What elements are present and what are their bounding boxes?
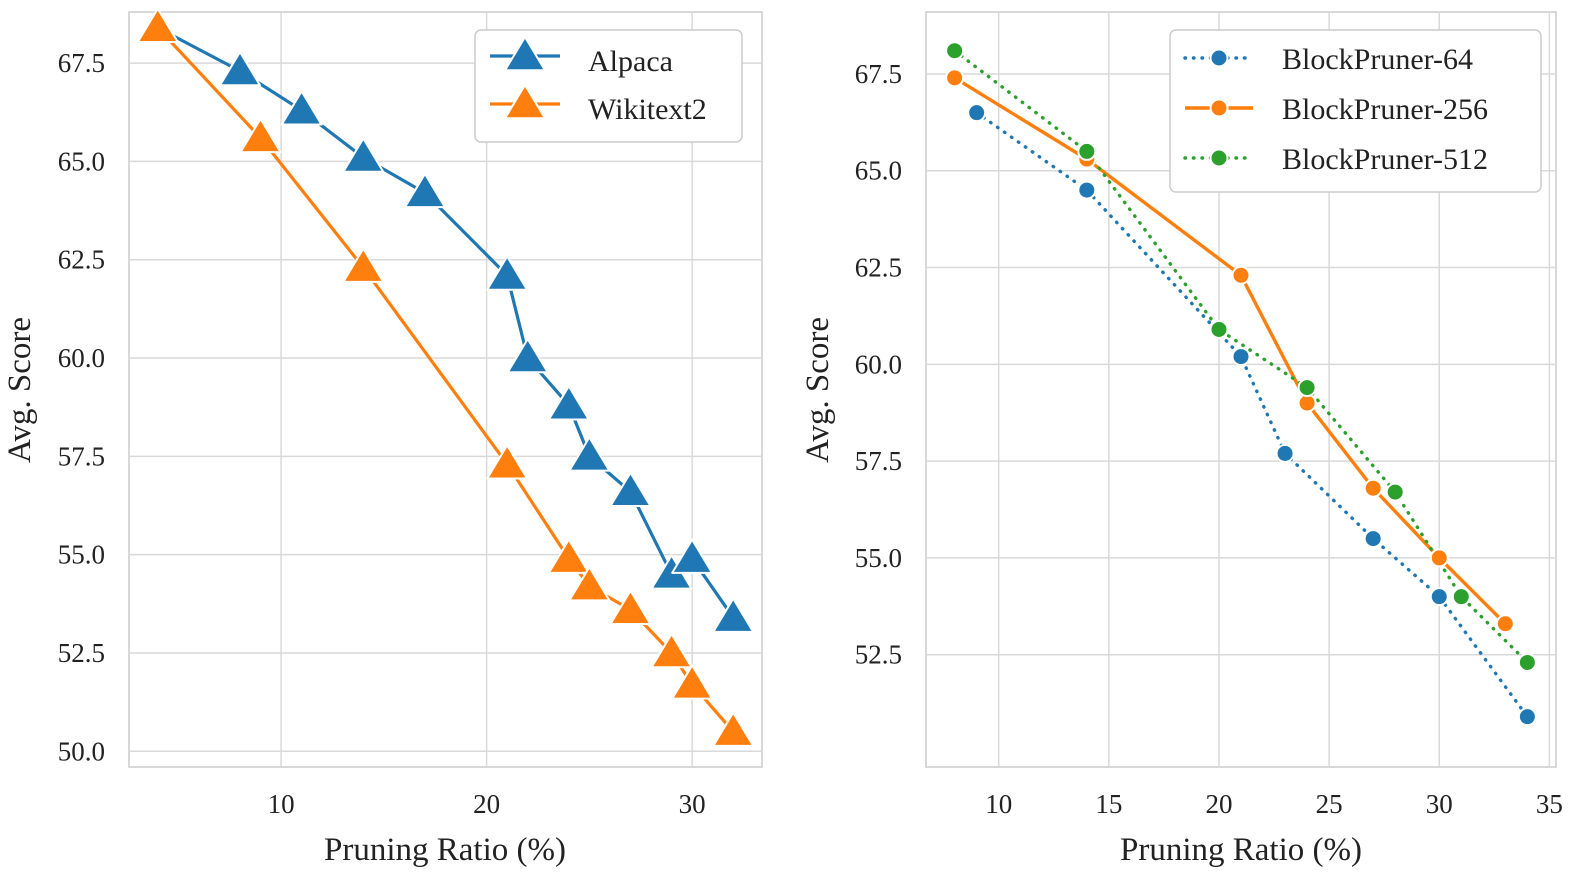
left-x-tick-label: 10: [268, 789, 295, 819]
left-tick-labels: 10 20 30 50.0 52.5 55.0 57.5 60.0 62.5 65.0 67.5: [58, 48, 706, 819]
left-alpaca-point: [486, 255, 529, 291]
right-blockpruner-64-point: [1275, 443, 1295, 463]
right-blockpruner-64-point: [1231, 347, 1251, 367]
left-y-tick-label: 52.5: [58, 638, 105, 668]
left-wikitext2-point: [342, 247, 385, 283]
right-legend-label-blockpruner-256: BlockPruner-256: [1282, 93, 1488, 126]
right-blockpruner-64-point: [1363, 529, 1383, 549]
left-alpaca-point: [712, 597, 755, 633]
right-y-tick-label: 57.5: [855, 446, 902, 476]
left-legend-label-wikitext2: Wikitext2: [588, 93, 707, 126]
left-y-tick-label: 67.5: [58, 48, 105, 78]
right-legend-blockpruner-512-marker: [1209, 148, 1229, 168]
left-x-tick-label: 30: [679, 789, 706, 819]
right-x-tick-label: 30: [1426, 789, 1453, 819]
right-legend-blockpruner-64-marker: [1209, 48, 1229, 68]
left-y-tick-label: 60.0: [58, 343, 105, 373]
left-chart-panel: 10 20 30 50.0 52.5 55.0 57.5 60.0 62.5 65.0 67.5 P…: [2, 7, 763, 868]
left-wikitext2-point: [136, 7, 179, 43]
right-blockpruner-256-point: [1495, 614, 1515, 634]
left-y-tick-label: 65.0: [58, 146, 105, 176]
right-legend: BlockPruner-64 BlockPruner-256 BlockPrun…: [1169, 29, 1542, 193]
left-x-tick-label: 20: [473, 789, 500, 819]
left-x-axis-title: Pruning Ratio (%): [324, 832, 566, 868]
right-y-tick-label: 60.0: [855, 349, 902, 379]
left-wikitext2-point: [609, 589, 652, 625]
left-wikitext2-point: [650, 632, 693, 669]
right-tick-labels: 10 15 20 25 30 35 52.5 55.0 57.5 60.0 62.5 65.0 67.5: [855, 59, 1563, 819]
right-y-tick-label: 62.5: [855, 253, 902, 283]
right-blockpruner-256-point: [1363, 478, 1383, 498]
right-legend-box: [1169, 29, 1542, 193]
left-alpaca-point: [609, 471, 652, 507]
left-y-tick-label: 50.0: [58, 736, 105, 766]
right-blockpruner-512-point: [1297, 378, 1317, 398]
left-alpaca-point: [547, 385, 590, 421]
right-blockpruner-256-point: [1429, 548, 1449, 568]
left-wikitext2-point: [671, 664, 714, 700]
right-blockpruner-512-point: [1451, 587, 1471, 607]
right-legend-label-blockpruner-64: BlockPruner-64: [1282, 43, 1473, 76]
left-y-tick-label: 57.5: [58, 441, 105, 471]
right-blockpruner-512-point: [1209, 319, 1229, 339]
right-blockpruner-512-point: [1385, 482, 1405, 502]
right-y-axis-title: Avg. Score: [800, 317, 836, 463]
right-blockpruner-256-point: [945, 68, 965, 88]
right-x-tick-label: 10: [985, 789, 1012, 819]
left-legend: Alpaca Wikitext2: [474, 29, 743, 143]
right-chart-panel: 10 15 20 25 30 35 52.5 55.0 57.5 60.0 62.5 65.0 67.5…: [800, 11, 1563, 868]
right-blockpruner-64-point: [967, 103, 987, 123]
left-alpaca-point: [342, 137, 385, 173]
right-blockpruner-64-point: [1517, 707, 1537, 727]
left-alpaca-point: [219, 50, 261, 87]
left-y-tick-label: 62.5: [58, 245, 105, 275]
right-x-tick-label: 20: [1205, 789, 1232, 819]
right-blockpruner-64-point: [1429, 587, 1449, 607]
left-legend-label-alpaca: Alpaca: [588, 45, 673, 78]
right-blockpruner-256-point: [1231, 265, 1251, 285]
right-legend-blockpruner-256-marker: [1209, 98, 1229, 118]
right-x-tick-label: 25: [1316, 789, 1343, 819]
left-legend-wikitext2-marker: [504, 84, 546, 120]
left-alpaca-point: [280, 90, 323, 126]
left-series-layer: [136, 7, 755, 747]
left-alpaca-point: [671, 538, 714, 574]
left-legend-alpaca-marker: [504, 36, 546, 72]
left-y-tick-label: 55.0: [58, 540, 105, 570]
right-legend-label-blockpruner-512: BlockPruner-512: [1282, 143, 1488, 176]
right-blockpruner-512-point: [945, 41, 965, 61]
left-legend-swatches: [490, 36, 560, 120]
left-wikitext2-point: [547, 538, 590, 574]
left-wikitext2-point: [486, 444, 529, 480]
right-y-tick-label: 52.5: [855, 640, 902, 670]
left-alpaca-point: [506, 338, 549, 374]
right-y-tick-label: 67.5: [855, 59, 902, 89]
right-blockpruner-512-point: [1077, 141, 1097, 161]
right-legend-swatches: [1183, 48, 1255, 168]
right-blockpruner-64-point: [1077, 180, 1097, 200]
right-blockpruner-512-point: [1517, 652, 1537, 672]
left-wikitext2-point: [239, 117, 282, 154]
left-y-axis-title: Avg. Score: [2, 317, 38, 463]
right-x-axis-title: Pruning Ratio (%): [1120, 832, 1362, 868]
right-y-tick-label: 65.0: [855, 156, 902, 186]
right-x-tick-label: 35: [1536, 789, 1563, 819]
left-alpaca-point: [568, 436, 611, 472]
right-y-tick-label: 55.0: [855, 543, 902, 573]
right-x-tick-label: 15: [1095, 789, 1122, 819]
left-wikitext2-point: [568, 566, 611, 602]
left-alpaca-point: [403, 172, 446, 209]
right-series-layer: [945, 41, 1537, 727]
right-blockpruner-256-point: [1297, 393, 1317, 413]
left-wikitext2-point: [712, 711, 755, 747]
